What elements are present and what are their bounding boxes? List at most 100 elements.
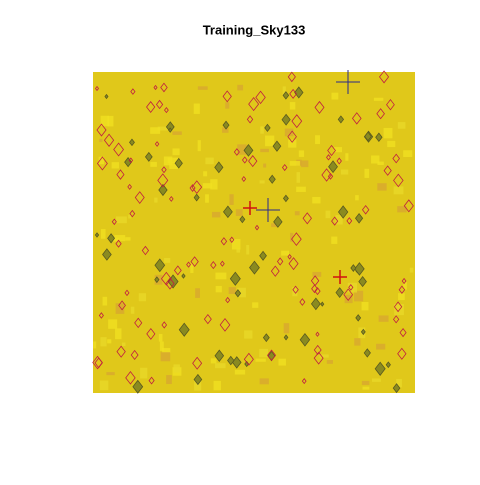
pixel-patch (361, 380, 370, 385)
contour (165, 277, 175, 290)
contour (399, 328, 407, 338)
contour (259, 250, 267, 261)
contour (393, 315, 400, 324)
pixel-patch (263, 163, 267, 168)
pixel-patch (111, 162, 119, 169)
contour (220, 237, 228, 246)
pixel-patch (331, 236, 338, 244)
pixel-patch (289, 161, 300, 166)
contour (193, 373, 203, 386)
pixel-patch (271, 223, 278, 228)
contour (314, 100, 325, 114)
contour (113, 142, 124, 157)
pixel-patch (259, 378, 269, 385)
contour (379, 70, 390, 84)
pixel-patch (164, 257, 171, 263)
pixel-patch (326, 360, 333, 364)
contour (294, 86, 304, 99)
pixel-patch (301, 160, 309, 168)
contour (191, 180, 203, 195)
image-field (93, 72, 415, 393)
pixel-patch (228, 287, 236, 294)
pixel-patch (229, 194, 234, 205)
contour (155, 99, 164, 110)
contour (320, 301, 325, 307)
pixel-patch (211, 211, 221, 218)
pixel-patch (378, 315, 389, 322)
contour (282, 91, 290, 100)
pixel-patch (195, 288, 200, 298)
contour (173, 265, 182, 276)
contour (125, 371, 136, 385)
contour (288, 257, 299, 271)
contour (92, 355, 103, 370)
contour (103, 133, 115, 147)
contour (244, 360, 250, 368)
pixel-patch (361, 301, 369, 311)
contour (129, 138, 135, 147)
contour (157, 173, 169, 188)
contour (383, 165, 392, 176)
pixel-patch (396, 378, 402, 388)
contour (255, 90, 266, 105)
contour (94, 232, 100, 238)
pixel-patch (107, 339, 112, 344)
pixel-patch (319, 354, 329, 358)
contour (331, 216, 339, 226)
contour (96, 123, 107, 137)
pixel-patch (298, 150, 305, 157)
contour (351, 112, 362, 125)
pixel-patch (231, 239, 241, 250)
contour (248, 155, 258, 168)
pixel-patch (99, 380, 109, 391)
contour (107, 233, 116, 244)
contour (313, 351, 324, 365)
contour (314, 287, 321, 296)
contour (375, 132, 383, 143)
contour (310, 297, 321, 311)
contour (354, 262, 365, 276)
contour (127, 183, 132, 190)
contour (392, 383, 401, 394)
pixel-patch (246, 244, 250, 255)
contour (153, 84, 158, 91)
pixel-patch (210, 179, 218, 190)
galaxy-markers (243, 201, 347, 284)
pixel-patch (362, 386, 370, 390)
contour (193, 193, 200, 202)
contour (313, 344, 322, 356)
pixel-patch (130, 306, 135, 314)
contour (385, 361, 391, 369)
pixel-patch (197, 86, 208, 90)
contour (376, 108, 385, 120)
halo-markers (256, 70, 360, 222)
contour (134, 317, 143, 329)
contour (346, 217, 353, 225)
pixel-patch (157, 126, 169, 131)
pixel-patch (158, 333, 163, 342)
pixel-patch (409, 267, 414, 273)
pixel-patch (284, 128, 294, 137)
pixel-patch (345, 153, 349, 161)
pixel-patch (172, 131, 182, 135)
contour (243, 144, 254, 157)
pixel-patch (98, 156, 104, 165)
contour (270, 265, 280, 277)
pixel-patch (107, 115, 114, 127)
contour (311, 284, 318, 294)
contour (249, 260, 260, 275)
contour (337, 205, 349, 219)
contour (225, 296, 231, 304)
contour (287, 130, 297, 143)
pixel-patch (377, 183, 387, 191)
pixel-patch (340, 169, 349, 175)
contour (169, 195, 174, 202)
pixel-patch (260, 148, 269, 153)
contour (190, 256, 199, 267)
contour (262, 333, 270, 343)
pixel-patch (354, 338, 361, 346)
pixel-patch (278, 358, 286, 366)
contour (141, 245, 150, 256)
pixel-patch (193, 103, 200, 114)
